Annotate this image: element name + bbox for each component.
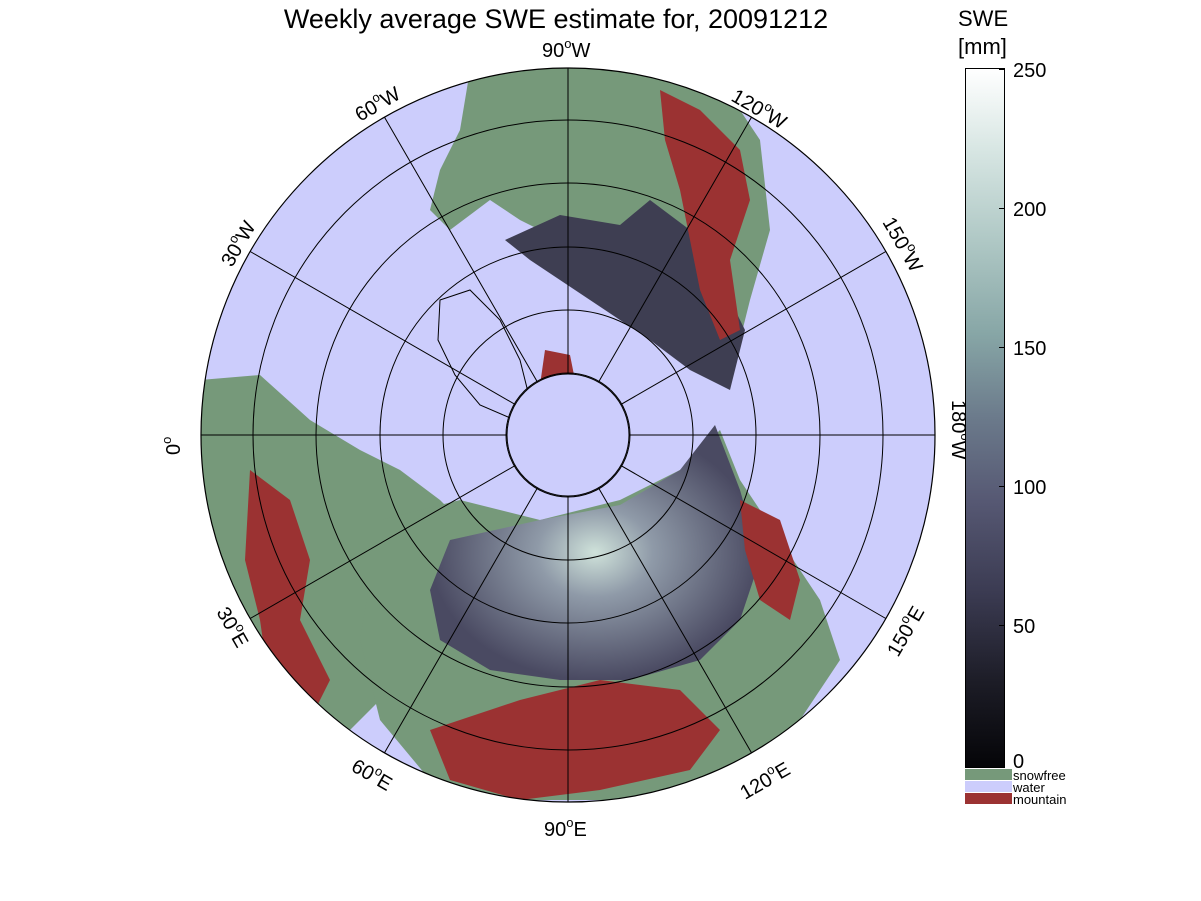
colorbar-tick-200: 200 bbox=[1013, 199, 1047, 221]
legend-label-water: water bbox=[1013, 780, 1045, 795]
colorbar bbox=[965, 68, 1005, 768]
label-90W: 90oW bbox=[542, 36, 590, 62]
siberia-snow bbox=[430, 425, 760, 680]
colorbar-tick-50: 50 bbox=[1013, 616, 1036, 638]
pole-hole bbox=[506, 373, 630, 497]
colorbar-tick-0: 0 bbox=[1013, 751, 1025, 773]
colorbar-title-swe: SWE bbox=[958, 6, 1009, 31]
colorbar-tick-100: 100 bbox=[1013, 477, 1047, 499]
legend-label-snowfree: snowfree bbox=[1013, 768, 1066, 783]
legend-swatch-water bbox=[965, 781, 1012, 792]
label-60E: 60oE bbox=[348, 752, 398, 796]
label-90E: 90oE bbox=[544, 815, 587, 841]
colorbar-tick-150: 150 bbox=[1013, 338, 1047, 360]
colorbar-tickmark bbox=[999, 625, 1005, 626]
colorbar-tickmark bbox=[999, 486, 1005, 487]
label-120E: 120oE bbox=[735, 755, 795, 804]
legend-swatch-mountain bbox=[965, 793, 1012, 804]
colorbar-tickmark bbox=[999, 208, 1005, 209]
map-title: Weekly average SWE estimate for, 2009121… bbox=[283, 4, 829, 34]
colorbar-tickmark bbox=[999, 69, 1005, 70]
asia-mountain bbox=[430, 680, 720, 800]
rockies-mountain bbox=[660, 90, 750, 340]
asia-mountain-east bbox=[740, 500, 800, 620]
legend-swatch-snowfree bbox=[965, 769, 1012, 780]
colorbar-title-unit: [mm] bbox=[958, 34, 1007, 59]
colorbar-tick-250: 250 bbox=[1013, 60, 1047, 82]
label-0: 0o bbox=[159, 437, 185, 455]
legend-label-mountain: mountain bbox=[1013, 792, 1067, 807]
colorbar-tickmark bbox=[999, 347, 1005, 348]
